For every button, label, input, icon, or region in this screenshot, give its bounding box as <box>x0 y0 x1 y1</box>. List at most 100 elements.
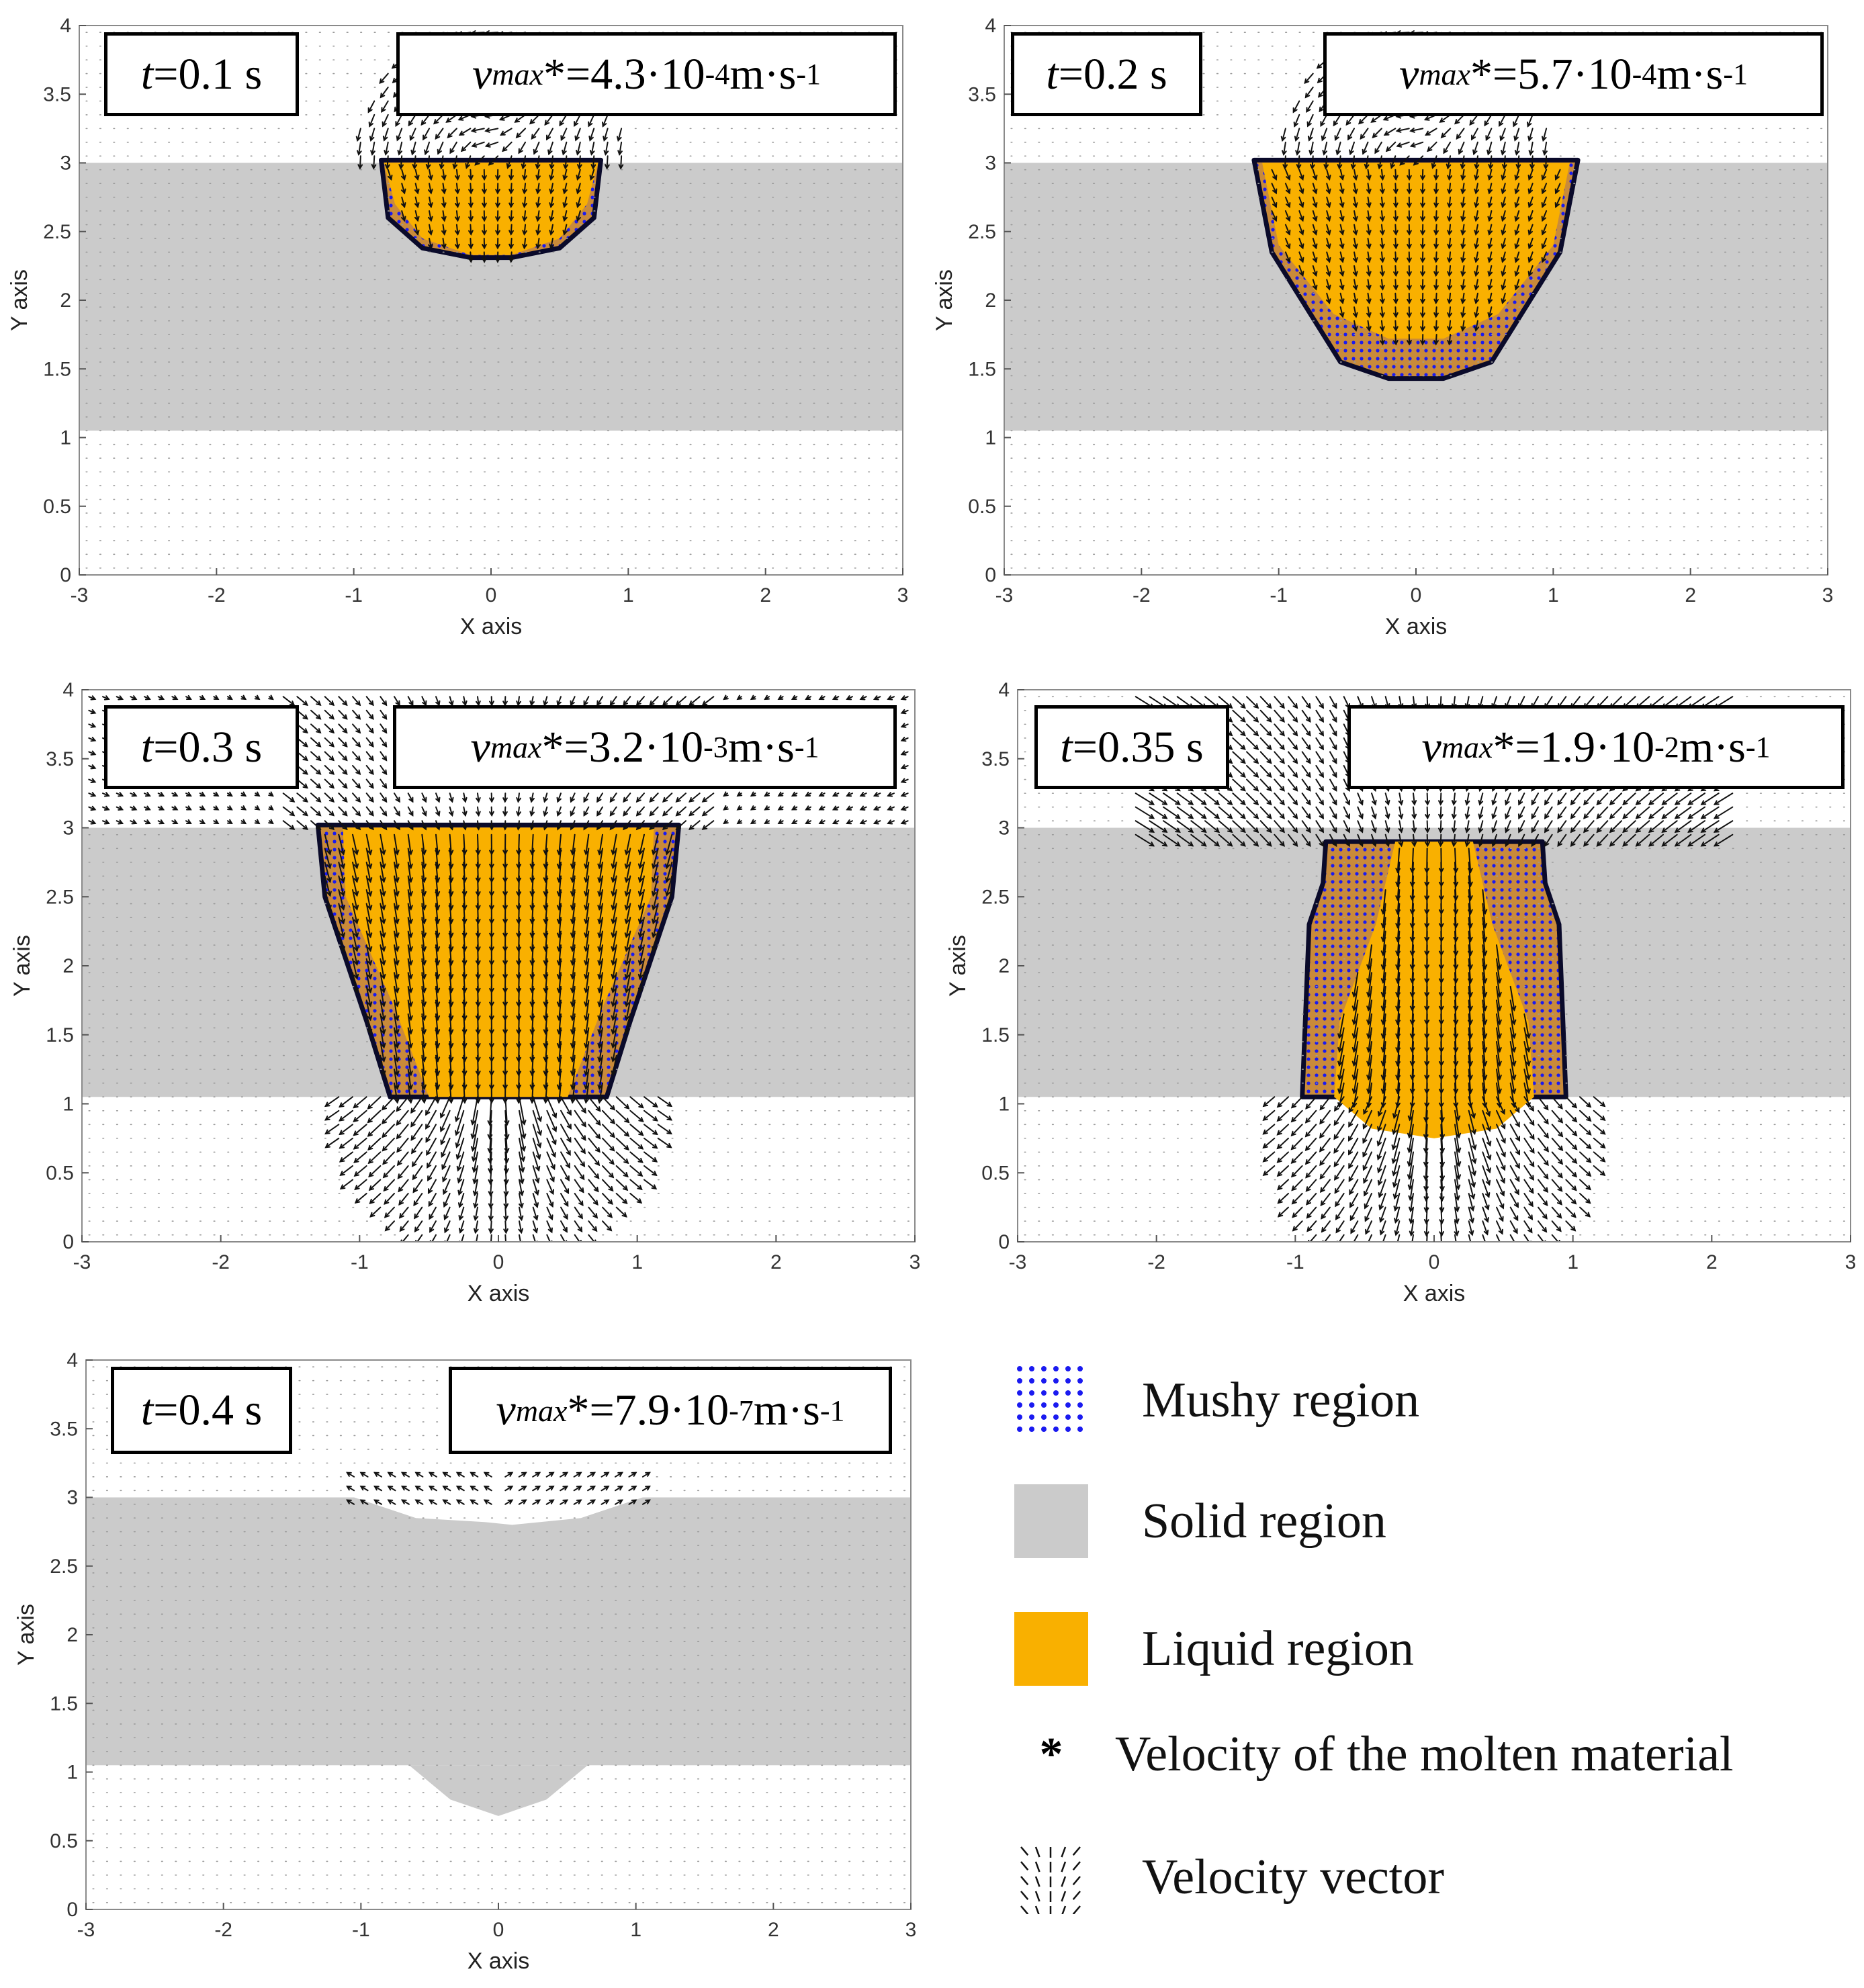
x-tick-label: -1 <box>345 584 363 606</box>
legend-star: * Velocity of the molten material <box>1014 1726 1734 1783</box>
mushy-dot <box>1029 1378 1034 1384</box>
mushy-dot <box>1029 1390 1034 1396</box>
mushy-dot <box>1041 1427 1047 1432</box>
vector-arrow <box>1072 1861 1081 1871</box>
mushy-dot <box>1029 1402 1034 1408</box>
legend-solid: Solid region <box>1014 1484 1386 1558</box>
panel-t035: -3 -2 -1 0 1 2 3 0 0.5 1 1.5 2 2.5 3 3.5 4 X axis Y axis t… <box>934 668 1864 1320</box>
mushy-dot <box>1017 1402 1022 1408</box>
legend-mushy: Mushy region <box>1014 1363 1419 1437</box>
mushy-dot <box>1029 1414 1034 1420</box>
chart-svg: -3 -2 -1 0 1 2 3 0 0.5 1 1.5 2 2.5 3 3.5 4 X axis Y axis <box>7 15 908 639</box>
vmax-exponent: -4 <box>1632 58 1657 91</box>
y-tick-label: 1 <box>66 1762 78 1784</box>
vmax-subscript: max <box>515 1393 568 1428</box>
x-tick-label: -2 <box>212 1251 230 1273</box>
x-axis-label: X axis <box>1403 1281 1466 1306</box>
y-tick-label: 3 <box>985 152 996 175</box>
chart-svg: -3 -2 -1 0 1 2 3 0 0.5 1 1.5 2 2.5 3 3.5 4 X axis Y axis <box>932 15 1834 639</box>
mushy-dot <box>1017 1378 1022 1384</box>
legend-star-label: Velocity of the molten material <box>1115 1727 1734 1782</box>
liquid-region <box>384 163 598 255</box>
vmax-unit-exponent: -1 <box>794 731 819 764</box>
mushy-dot <box>1077 1427 1083 1432</box>
y-tick-label: 3.5 <box>968 83 996 105</box>
vector-arrow <box>1020 1905 1029 1915</box>
y-tick-label: 3 <box>60 152 71 175</box>
y-tick-label: 0 <box>66 1899 78 1921</box>
y-tick-label: 0 <box>60 564 71 586</box>
vmax-label-box: v max *=3.2·10 -3 m·s -1 <box>393 705 897 789</box>
x-tick-label: 3 <box>1822 584 1834 606</box>
time-symbol: t <box>140 49 154 99</box>
y-tick-label: 1.5 <box>43 358 71 380</box>
liquid-swatch <box>1014 1612 1088 1686</box>
vmax-unit: m·s <box>1656 49 1724 99</box>
mushy-dot <box>1053 1390 1059 1396</box>
y-tick-label: 0.5 <box>43 496 71 518</box>
vmax-symbol: v <box>472 49 492 99</box>
x-tick-label: 2 <box>770 1251 782 1273</box>
vmax-unit-exponent: -1 <box>819 1394 845 1427</box>
y-tick-label: 1.5 <box>981 1024 1010 1046</box>
vector-arrow <box>1072 1905 1081 1915</box>
y-axis-label: Y axis <box>932 269 957 331</box>
x-tick-label: 2 <box>768 1919 779 1941</box>
vector-arrow <box>1034 1846 1040 1858</box>
mushy-dot <box>1077 1414 1083 1420</box>
x-tick-label: -1 <box>352 1919 370 1941</box>
vector-arrow <box>1034 1876 1040 1887</box>
x-tick-label: 1 <box>623 584 634 606</box>
vector-arrow <box>1020 1891 1029 1901</box>
vector-arrow <box>1020 1876 1029 1886</box>
vmax-unit-exponent: -1 <box>1745 731 1771 764</box>
x-axis-label: X axis <box>1385 614 1448 639</box>
x-axis-label: X axis <box>468 1281 530 1306</box>
vmax-symbol: v <box>470 722 490 772</box>
mushy-dot <box>1041 1378 1047 1384</box>
x-tick-label: 3 <box>909 1251 921 1273</box>
y-axis-label: Y axis <box>13 1604 39 1666</box>
y-tick-label: 2.5 <box>981 886 1010 908</box>
x-tick-label: 3 <box>905 1919 917 1941</box>
mushy-dot <box>1017 1390 1022 1396</box>
y-tick-label: 0.5 <box>50 1830 78 1852</box>
mushy-swatch <box>1014 1363 1088 1437</box>
y-tick-label: 3.5 <box>981 748 1010 770</box>
vmax-unit-exponent: -1 <box>796 58 821 91</box>
mushy-dot <box>1053 1427 1059 1432</box>
time-label-box: t =0.3 s <box>104 705 299 789</box>
x-tick-label: -3 <box>1009 1251 1027 1273</box>
mushy-dot <box>1077 1402 1083 1408</box>
x-tick-label: -3 <box>995 584 1014 606</box>
mushy-dot <box>1077 1390 1083 1396</box>
y-tick-label: 4 <box>66 1349 78 1371</box>
panel-t02: -3 -2 -1 0 1 2 3 0 0.5 1 1.5 2 2.5 3 3.5 4 X axis Y axis t… <box>930 0 1861 645</box>
x-tick-label: -1 <box>351 1251 369 1273</box>
y-tick-label: 2 <box>60 289 71 312</box>
y-tick-label: 3 <box>62 817 74 840</box>
vmax-label-box: v max *=1.9·10 -2 m·s -1 <box>1347 705 1845 789</box>
vector-arrow <box>1061 1846 1067 1858</box>
y-tick-label: 1 <box>998 1093 1010 1116</box>
y-tick-label: 2.5 <box>46 886 74 908</box>
vector-arrow <box>1072 1891 1081 1901</box>
vmax-unit: m·s <box>727 722 795 772</box>
vmax-unit: m·s <box>1679 722 1746 772</box>
y-tick-label: 1 <box>62 1093 74 1116</box>
y-tick-label: 1.5 <box>50 1692 78 1715</box>
y-tick-label: 2 <box>998 955 1010 977</box>
x-tick-label: 2 <box>760 584 771 606</box>
vmax-exponent: -2 <box>1654 731 1679 764</box>
mushy-dot <box>1041 1414 1047 1420</box>
x-axis-label: X axis <box>468 1948 530 1974</box>
vmax-unit-exponent: -1 <box>1723 58 1748 91</box>
vector-arrow <box>1020 1846 1029 1856</box>
x-tick-label: -2 <box>1147 1251 1165 1273</box>
time-label-box: t =0.2 s <box>1011 32 1202 116</box>
mushy-dot <box>1053 1378 1059 1384</box>
surface-depression <box>354 1497 643 1525</box>
time-value: =0.3 s <box>153 722 263 772</box>
x-tick-label: 2 <box>1706 1251 1718 1273</box>
x-tick-label: 1 <box>630 1919 641 1941</box>
